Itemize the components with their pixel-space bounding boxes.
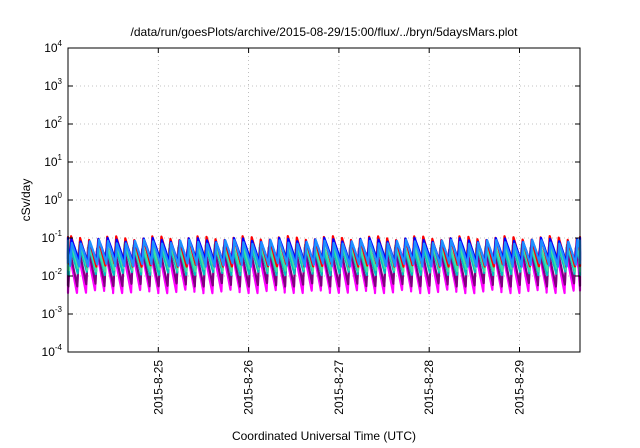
x-tick-label: 2015-8-27 [332, 360, 346, 415]
x-tick-labels: 2015-8-25 2015-8-26 2015-8-27 2015-8-28 2015… [151, 360, 526, 415]
series-line [66, 246, 582, 288]
y-tick-label: 10-1 [42, 229, 63, 245]
x-tick-label: 2015-8-29 [512, 360, 526, 415]
series-line [66, 240, 582, 273]
tick-layer [68, 47, 580, 353]
grid-layer [68, 48, 580, 352]
x-axis-label: Coordinated Universal Time (UTC) [232, 429, 416, 443]
x-tick-label: 2015-8-25 [151, 360, 165, 415]
x-tick-label: 2015-8-26 [242, 360, 256, 415]
series-line [66, 238, 582, 268]
y-tick-label: 10-2 [42, 267, 63, 283]
y-tick-label: 104 [44, 39, 62, 55]
y-axis-label: cSv/day [19, 179, 33, 222]
y-tick-label: 103 [44, 77, 62, 93]
y-tick-label: 10-3 [42, 305, 63, 321]
series-layer [66, 235, 582, 295]
y-tick-labels: 10-4 10-3 10-2 10-1 100 101 102 103 104 [42, 39, 63, 359]
y-tick-label: 101 [44, 153, 62, 169]
x-tick-label: 2015-8-28 [422, 360, 436, 415]
y-tick-label: 10-4 [42, 343, 63, 359]
series-line [66, 243, 582, 277]
y-tick-label: 102 [44, 115, 62, 131]
chart-title: /data/run/goesPlots/archive/2015-08-29/1… [131, 25, 519, 39]
y-tick-label: 100 [44, 191, 62, 207]
